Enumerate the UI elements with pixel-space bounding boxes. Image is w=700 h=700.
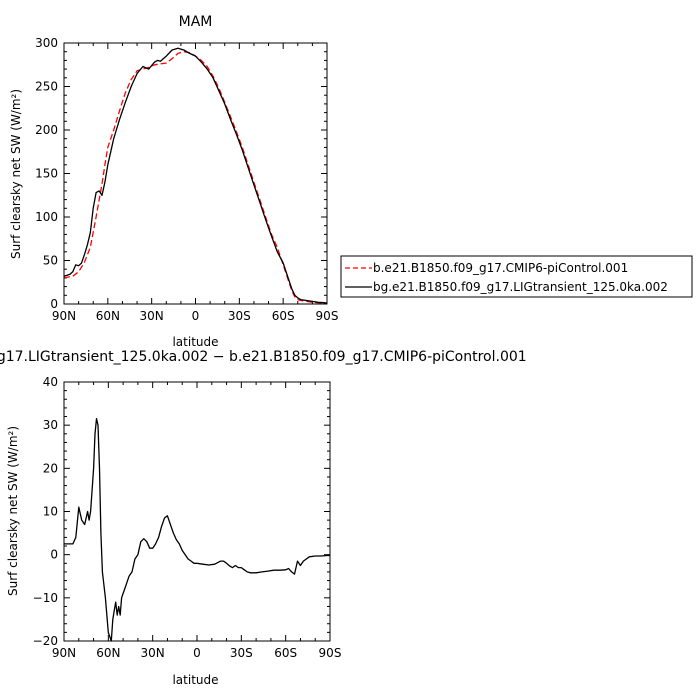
x-tick-label: 30N bbox=[140, 309, 164, 323]
bottom-chart-series bbox=[64, 418, 330, 642]
y-tick-label: 10 bbox=[43, 505, 58, 519]
y-tick-label: 20 bbox=[43, 461, 58, 475]
x-tick-label: 90N bbox=[52, 646, 76, 660]
series-line-1 bbox=[63, 47, 328, 304]
top-chart-series bbox=[63, 47, 328, 305]
legend-label-lig: bg.e21.B1850.f09_g17.LIGtransient_125.0k… bbox=[373, 280, 668, 294]
y-tick-label: −10 bbox=[33, 591, 58, 605]
bottom-chart-frame bbox=[63, 381, 331, 642]
top-chart-axes: 90N 60N 30N 0 30S 60S 90S 0 50 100 150 200 250 300 bbox=[35, 36, 338, 323]
top-chart-xlabel: latitude bbox=[172, 335, 218, 349]
y-tick-label: 300 bbox=[35, 36, 58, 50]
x-tick-label: 30S bbox=[230, 646, 253, 660]
x-tick-label: 60S bbox=[272, 309, 295, 323]
y-tick-label: 0 bbox=[50, 297, 58, 311]
x-tick-label: 0 bbox=[193, 646, 201, 660]
top-chart-ylabel: Surf clearsky net SW (W/m²) bbox=[9, 89, 23, 259]
bottom-chart-title: bg.e21.B1850.f09_g17.LIGtransient_125.0k… bbox=[0, 349, 527, 365]
x-tick-label: 90N bbox=[52, 309, 76, 323]
top-chart: MAM Surf clearsky net SW (W/m²) latitude… bbox=[9, 14, 338, 349]
y-tick-label: 0 bbox=[50, 548, 58, 562]
bottom-chart-xlabel: latitude bbox=[172, 673, 218, 687]
legend: b.e21.B1850.f09_g17.CMIP6-piControl.001 … bbox=[340, 255, 693, 298]
top-chart-title: MAM bbox=[179, 14, 213, 30]
x-tick-label: 30S bbox=[228, 309, 251, 323]
x-tick-label: 60S bbox=[274, 646, 297, 660]
series-line-0 bbox=[63, 51, 328, 305]
x-tick-label: 90S bbox=[319, 646, 342, 660]
series-line-0 bbox=[64, 418, 330, 642]
y-tick-label: 30 bbox=[43, 418, 58, 432]
y-tick-label: 50 bbox=[43, 254, 58, 268]
y-tick-label: −20 bbox=[33, 634, 58, 648]
bottom-chart-ylabel: Surf clearsky net SW (W/m²) bbox=[6, 426, 20, 596]
top-chart-frame bbox=[63, 42, 328, 305]
bottom-chart-axes: 90N 60N 30N 0 30S 60S 90S −20 −10 0 10 20 30 40 bbox=[33, 375, 342, 660]
y-tick-label: 100 bbox=[35, 210, 58, 224]
x-tick-label: 90S bbox=[316, 309, 339, 323]
legend-box bbox=[340, 255, 693, 298]
y-tick-label: 250 bbox=[35, 80, 58, 94]
legend-label-control: b.e21.B1850.f09_g17.CMIP6-piControl.001 bbox=[373, 261, 628, 275]
x-tick-label: 60N bbox=[96, 309, 120, 323]
x-tick-label: 60N bbox=[96, 646, 120, 660]
y-tick-label: 40 bbox=[43, 375, 58, 389]
x-tick-label: 30N bbox=[141, 646, 165, 660]
bottom-chart: bg.e21.B1850.f09_g17.LIGtransient_125.0k… bbox=[0, 349, 527, 687]
x-tick-label: 0 bbox=[192, 309, 200, 323]
y-tick-label: 200 bbox=[35, 123, 58, 137]
y-tick-label: 150 bbox=[35, 167, 58, 181]
